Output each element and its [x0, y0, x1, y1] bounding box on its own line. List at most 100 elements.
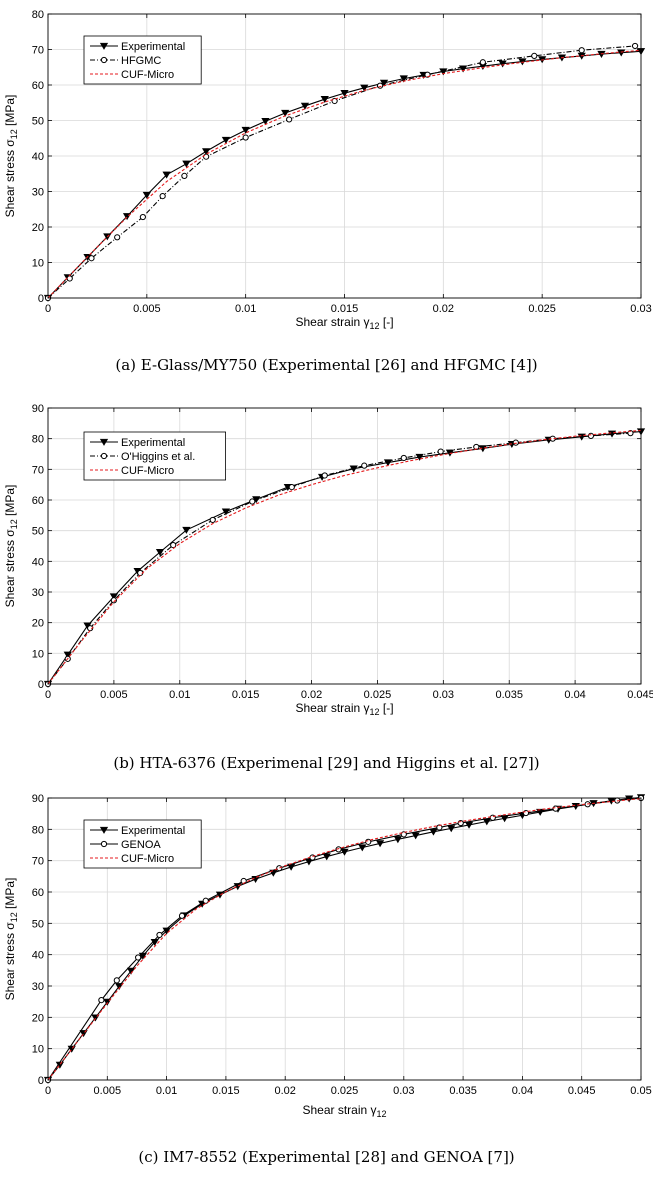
y-tick-label: 10	[32, 648, 44, 660]
data-point-o-higgins-et-al	[249, 498, 256, 505]
data-point-genoa	[436, 824, 443, 831]
x-tick-label: 0	[45, 303, 51, 315]
y-tick-label: 40	[32, 556, 44, 568]
series-o-higgins-et-al	[44, 430, 634, 688]
grid	[48, 798, 641, 1080]
data-point-experimental	[281, 109, 290, 117]
legend-label-experimental: Experimental	[121, 825, 185, 837]
y-tick-label: 10	[32, 258, 44, 270]
data-point-experimental	[202, 148, 211, 156]
data-point-hfgmc	[181, 172, 188, 179]
data-point-o-higgins-et-al	[170, 541, 177, 549]
y-tick-label: 40	[32, 950, 44, 962]
legend-label-cuf-micro: CUF-Micro	[121, 853, 174, 865]
data-point-o-higgins-et-al	[400, 454, 407, 462]
y-tick-label: 70	[32, 45, 44, 57]
chart-panel-b: 0 0.005 0.01 0.015 0.02 0.025 0.03 0.035 0.04 0.0…	[0, 392, 653, 784]
x-tick-label: 0.045	[568, 1085, 596, 1097]
legend: Experimental GENOA CUF-Micro	[83, 819, 202, 869]
y-tick-label: 10	[32, 1044, 44, 1056]
data-point-o-higgins-et-al	[587, 432, 595, 440]
data-point-experimental	[182, 526, 191, 534]
data-point-experimental	[411, 832, 420, 840]
legend-marker-experimental	[99, 826, 109, 834]
axes-frame	[47, 797, 642, 1081]
data-point-experimental	[261, 118, 270, 126]
y-tick-label: 70	[32, 856, 44, 868]
x-tick-label: 0.025	[364, 689, 392, 701]
data-point-experimental	[340, 89, 349, 97]
y-tick-label: 30	[32, 981, 44, 993]
data-point-hfgmc	[578, 47, 585, 54]
y-axis-label: Shear stress σ12 [MPa]	[3, 95, 19, 218]
x-axis-label: Shear strain γ12 [-]	[295, 315, 393, 331]
x-tick-label: 0	[45, 689, 51, 701]
x-tick-label: 0.005	[100, 689, 128, 701]
data-point-genoa	[202, 897, 209, 904]
y-tick-label: 30	[32, 587, 44, 599]
x-tick-label: 0.03	[433, 689, 454, 701]
grid	[48, 14, 641, 298]
legend-marker-genoa	[100, 840, 108, 848]
data-point-experimental	[126, 967, 136, 975]
data-point-experimental	[498, 60, 507, 68]
y-tick-label: 90	[32, 403, 44, 415]
data-point-hfgmc	[376, 82, 384, 89]
x-axis-label: Shear strain γ12 [-]	[295, 701, 393, 717]
data-point-hfgmc	[631, 42, 639, 50]
legend-marker-experimental	[99, 42, 109, 50]
x-tick-label: 0.03	[393, 1085, 414, 1097]
chart-panel-c: 0 0.005 0.01 0.015 0.02 0.025 0.03 0.035 0.04 0.0…	[0, 786, 653, 1178]
data-point-o-higgins-et-al	[209, 516, 216, 524]
data-point-experimental	[115, 983, 124, 991]
data-point-o-higgins-et-al	[437, 448, 444, 455]
data-point-o-higgins-et-al	[321, 472, 328, 479]
x-tick-label: 0.025	[528, 303, 556, 315]
caption-c: (c) IM7-8552 (Experimental [28] and GENO…	[138, 1148, 515, 1166]
y-tick-label: 0	[38, 679, 44, 691]
data-point-genoa	[400, 831, 407, 838]
data-point-experimental	[360, 84, 369, 92]
legend-label-o-higgins-et-al: O'Higgins et al.	[121, 451, 195, 463]
ticks: 0 0.005 0.01 0.015 0.02 0.025 0.03 0.035 0.04 0.0…	[32, 403, 653, 701]
x-tick-label: 0.02	[301, 689, 322, 701]
data-point-o-higgins-et-al	[288, 484, 295, 491]
x-tick-label: 0.015	[212, 1085, 240, 1097]
chart-panel-a: 0 0.005 0.01 0.015 0.02 0.025 0.03 0 10 20 30 40 50 6…	[0, 0, 653, 388]
x-tick-label: 0.015	[331, 303, 359, 315]
y-tick-label: 0	[38, 293, 44, 305]
y-tick-label: 50	[32, 918, 44, 930]
x-tick-label: 0.005	[94, 1085, 122, 1097]
x-tick-label: 0.05	[630, 1085, 651, 1097]
legend: Experimental HFGMC CUF-Micro	[83, 35, 202, 85]
data-point-experimental	[500, 815, 509, 823]
data-point-experimental	[399, 75, 408, 83]
data-point-experimental	[300, 102, 310, 110]
data-point-experimental	[142, 191, 151, 199]
data-point-genoa	[365, 838, 372, 845]
x-tick-label: 0.01	[235, 303, 256, 315]
x-tick-label: 0.02	[274, 1085, 295, 1097]
axes-frame	[47, 13, 642, 299]
x-tick-label: 0.015	[232, 689, 260, 701]
y-axis-label: Shear stress σ12 [MPa]	[3, 878, 19, 1001]
x-tick-label: 0.01	[169, 689, 190, 701]
y-tick-label: 50	[32, 526, 44, 538]
ticks: 0 0.005 0.01 0.015 0.02 0.025 0.03 0 10 20 30 40 50 6…	[32, 9, 652, 315]
data-point-experimental	[358, 844, 367, 852]
data-point-experimental	[162, 171, 171, 179]
series-line-cuf-micro	[47, 429, 642, 685]
data-point-experimental	[375, 840, 385, 848]
data-point-hfgmc	[139, 213, 146, 221]
axes-frame	[47, 407, 642, 685]
y-tick-label: 80	[32, 824, 44, 836]
data-point-experimental	[241, 126, 250, 134]
data-point-hfgmc	[88, 255, 95, 262]
x-tick-label: 0.005	[133, 303, 161, 315]
chart-c: 0 0.005 0.01 0.015 0.02 0.025 0.03 0.035 0.04 0.0…	[3, 793, 652, 1119]
y-tick-label: 50	[32, 116, 44, 128]
y-tick-label: 20	[32, 618, 44, 630]
legend-label-hfgmc: HFGMC	[121, 55, 161, 67]
y-tick-label: 20	[32, 222, 44, 234]
x-tick-label: 0.01	[156, 1085, 177, 1097]
